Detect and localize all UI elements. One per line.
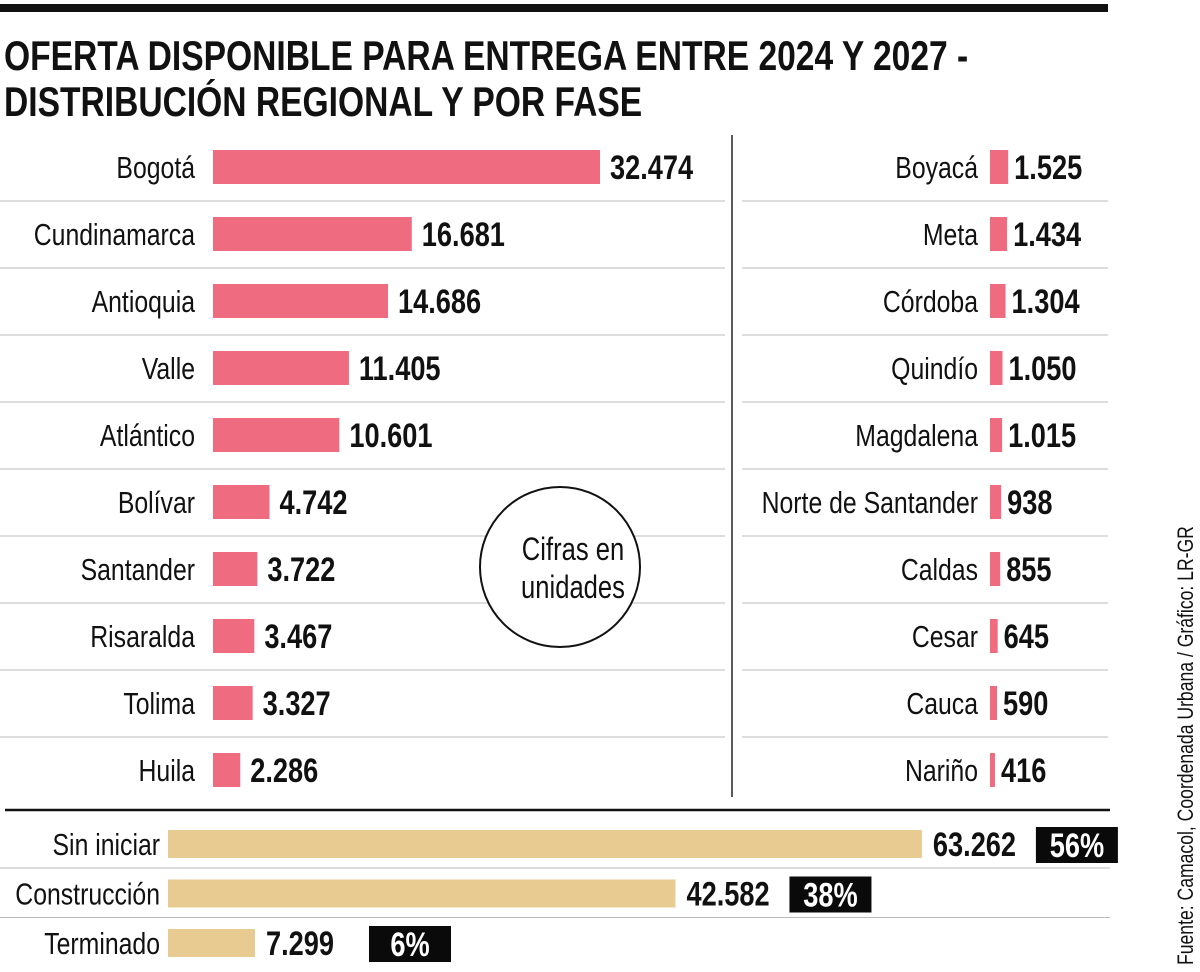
chart-title-line-2: DISTRIBUCIÓN REGIONAL Y POR FASE bbox=[4, 77, 642, 126]
category-label: Magdalena bbox=[855, 418, 978, 452]
value-label: 16.681 bbox=[422, 215, 505, 254]
value-label: 1.304 bbox=[1012, 282, 1080, 321]
bar bbox=[213, 351, 349, 385]
category-label: Cesar bbox=[912, 619, 978, 653]
bar bbox=[168, 879, 676, 908]
value-label: 3.327 bbox=[263, 684, 331, 723]
bar bbox=[168, 830, 922, 858]
category-label: Cauca bbox=[906, 686, 978, 720]
category-label: Valle bbox=[142, 351, 195, 385]
bar bbox=[990, 418, 1003, 452]
value-label: 1.015 bbox=[1008, 416, 1076, 455]
category-label: Atlántico bbox=[100, 418, 195, 452]
units-note-line-1: Cifras en bbox=[522, 532, 624, 567]
bar bbox=[213, 284, 389, 318]
units-note-circle bbox=[479, 486, 641, 648]
bar bbox=[990, 217, 1008, 251]
value-label: 855 bbox=[1006, 550, 1051, 589]
bar bbox=[213, 686, 253, 720]
category-label: Antioquia bbox=[92, 284, 196, 318]
category-label: Bogotá bbox=[116, 150, 195, 184]
value-label: 3.467 bbox=[264, 617, 332, 656]
bar bbox=[213, 217, 412, 251]
value-label: 7.299 bbox=[266, 924, 334, 963]
chart-title-line-1: OFERTA DISPONIBLE PARA ENTREGA ENTRE 202… bbox=[4, 34, 968, 80]
category-label: Meta bbox=[923, 217, 978, 251]
bar bbox=[990, 753, 995, 787]
percent-badge bbox=[789, 876, 872, 913]
bar bbox=[213, 150, 600, 184]
category-label: Huila bbox=[139, 753, 196, 787]
value-label: 10.601 bbox=[349, 416, 432, 455]
category-label: Cundinamarca bbox=[34, 217, 196, 251]
regional-bars: Bogotá 32.474 Cundinamarca 16.681 Antioquia 1… bbox=[0, 148, 1108, 790]
percent-badge bbox=[368, 926, 451, 962]
bar bbox=[213, 753, 241, 787]
percent-label: 38% bbox=[803, 876, 857, 915]
bar bbox=[990, 284, 1006, 318]
category-label: Santander bbox=[81, 552, 195, 586]
category-label: Terminado bbox=[44, 926, 160, 960]
category-label: Nariño bbox=[905, 753, 978, 787]
category-label: Quindío bbox=[891, 351, 978, 385]
bar bbox=[990, 485, 1002, 519]
value-label: 645 bbox=[1004, 617, 1049, 656]
bar bbox=[168, 929, 255, 957]
category-label: Norte de Santander bbox=[762, 485, 978, 519]
source-note: Fuente: Camacol, Coordenada Urbana / Grá… bbox=[1174, 526, 1198, 965]
bar bbox=[990, 150, 1009, 184]
bar bbox=[213, 418, 340, 452]
value-label: 11.405 bbox=[359, 349, 441, 388]
value-label: 938 bbox=[1007, 483, 1052, 522]
category-label: Sin iniciar bbox=[53, 827, 160, 861]
value-label: 42.582 bbox=[686, 875, 769, 914]
category-label: Caldas bbox=[901, 552, 978, 586]
value-label: 32.474 bbox=[610, 148, 693, 187]
percent-badge bbox=[1035, 827, 1118, 863]
phase-bars: Sin iniciar 63.262 56% Construcción 42.582 38… bbox=[0, 825, 1118, 964]
value-label: 1.525 bbox=[1014, 148, 1082, 187]
category-label: Tolima bbox=[123, 686, 195, 720]
value-label: 4.742 bbox=[280, 483, 348, 522]
bar bbox=[990, 351, 1003, 385]
value-label: 1.050 bbox=[1009, 349, 1077, 388]
percent-label: 56% bbox=[1050, 826, 1104, 865]
value-label: 2.286 bbox=[250, 751, 318, 790]
bar bbox=[213, 619, 255, 653]
value-label: 590 bbox=[1003, 684, 1048, 723]
bar bbox=[990, 552, 1001, 586]
bar bbox=[213, 485, 270, 519]
bar bbox=[990, 619, 998, 653]
value-label: 416 bbox=[1001, 751, 1046, 790]
category-label: Bolívar bbox=[118, 485, 195, 519]
bar bbox=[990, 686, 998, 720]
percent-label: 6% bbox=[390, 925, 429, 964]
category-label: Córdoba bbox=[883, 284, 978, 318]
category-label: Boyacá bbox=[895, 150, 978, 184]
value-label: 63.262 bbox=[933, 825, 1016, 864]
value-label: 1.434 bbox=[1013, 215, 1081, 254]
value-label: 3.722 bbox=[267, 550, 335, 589]
value-label: 14.686 bbox=[398, 282, 481, 321]
units-note-line-2: unidades bbox=[521, 570, 625, 605]
bar bbox=[213, 552, 258, 586]
top-rule bbox=[0, 4, 1108, 12]
category-label: Risaralda bbox=[90, 619, 195, 653]
category-label: Construcción bbox=[15, 877, 160, 911]
